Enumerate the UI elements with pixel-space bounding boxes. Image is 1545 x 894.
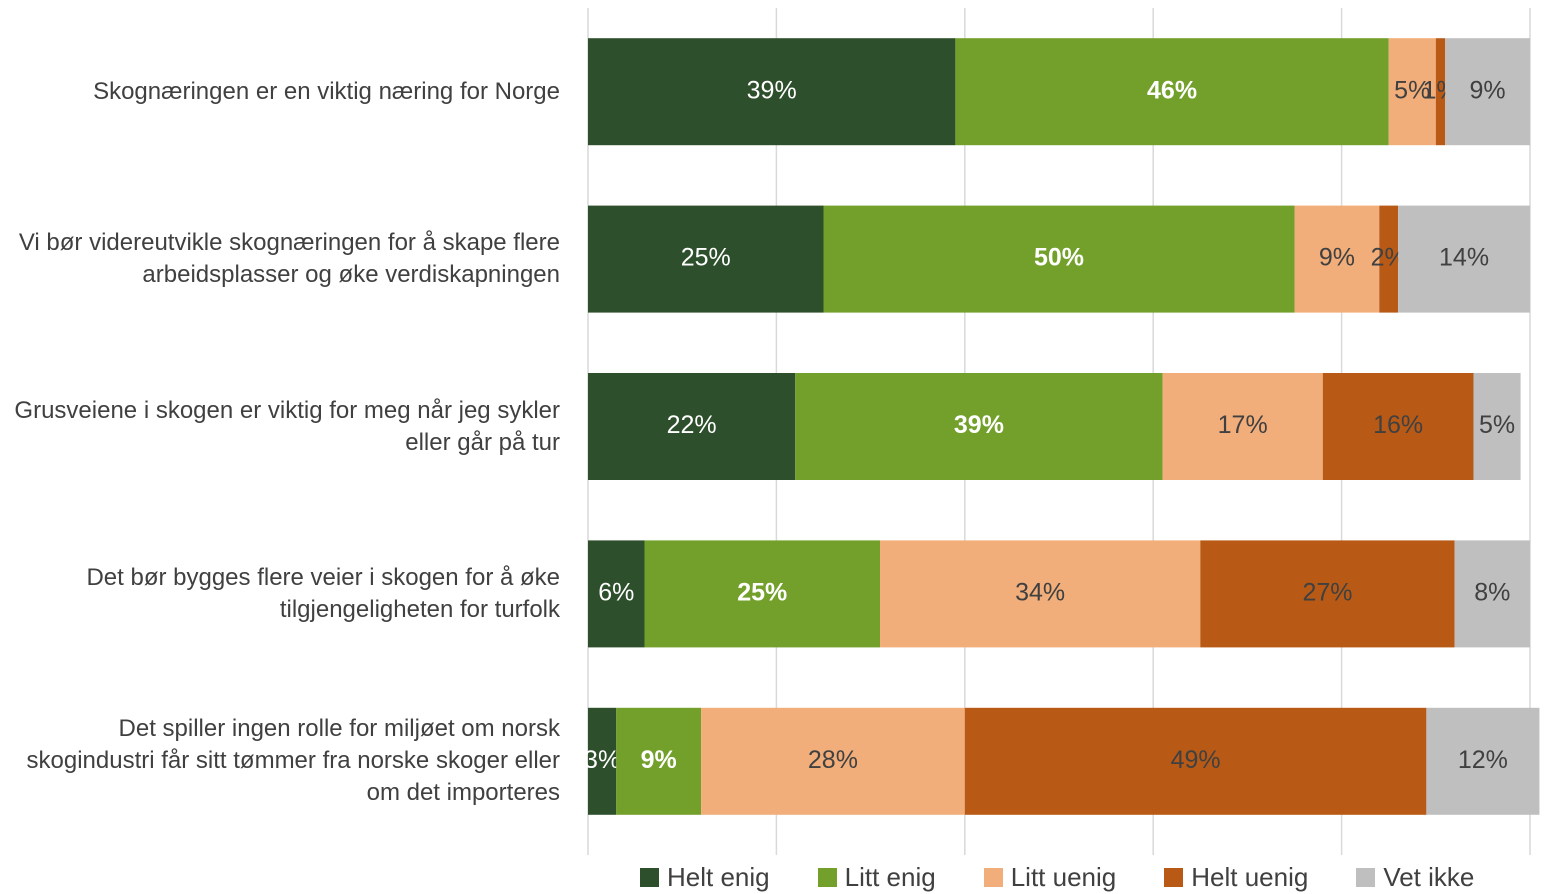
value-label: 6% <box>598 579 634 607</box>
value-label: 8% <box>1474 579 1510 607</box>
bar-segment <box>1398 205 1530 313</box>
bar-segment <box>588 373 796 480</box>
bar-segment <box>616 707 702 815</box>
bar-segment <box>1435 38 1446 146</box>
value-label: 25% <box>681 244 731 272</box>
legend-swatch <box>640 868 659 887</box>
legend-label: Helt enig <box>667 862 770 892</box>
bar-segment <box>823 205 1295 313</box>
category-label: Skognæringen er en viktig næring for Nor… <box>93 77 560 105</box>
legend-label: Helt uenig <box>1191 862 1309 892</box>
category-label: Det bør bygges flere veier i skogen for … <box>86 563 560 623</box>
bar-segment <box>1454 540 1530 648</box>
bar-segment <box>880 540 1201 648</box>
value-label: 9% <box>1470 76 1506 104</box>
value-label: 5% <box>1394 76 1430 104</box>
value-label: 50% <box>1034 244 1084 272</box>
bar-segment <box>588 707 617 815</box>
value-label: 14% <box>1439 244 1489 272</box>
value-label: 49% <box>1171 746 1221 774</box>
legend-label: Litt enig <box>844 862 936 892</box>
legend-swatch <box>983 868 1003 887</box>
bar-segment <box>1426 707 1540 815</box>
legend-item: Vet ikke <box>1356 862 1474 893</box>
legend-item: Litt enig <box>817 862 936 893</box>
value-label: 12% <box>1458 746 1508 774</box>
legend-label: Litt uenig <box>1010 862 1117 892</box>
value-label: 39% <box>954 411 1004 439</box>
category-label: Det spiller ingen rolle for miljøet om n… <box>26 715 561 807</box>
bar-segment <box>1294 205 1380 313</box>
legend-swatch <box>817 868 837 887</box>
bar-segment <box>1388 38 1436 146</box>
legend: Helt enig Litt enig Litt uenig Helt uenig Ve… <box>640 862 1474 893</box>
bar-segment <box>1162 373 1323 480</box>
legend-label: Vet ikke <box>1383 862 1475 892</box>
value-label: 27% <box>1302 579 1352 607</box>
bar-segment <box>588 205 824 313</box>
bar-segment <box>644 540 881 648</box>
value-label: 5% <box>1479 411 1515 439</box>
bar-segment <box>1445 38 1530 146</box>
value-label: 46% <box>1147 76 1197 104</box>
legend-swatch <box>1164 868 1184 887</box>
value-label: 34% <box>1015 579 1065 607</box>
value-label: 9% <box>1319 244 1355 272</box>
bar-segment <box>1200 540 1455 648</box>
value-label: 17% <box>1218 411 1268 439</box>
bar-segment <box>795 373 1163 480</box>
legend-swatch <box>1356 868 1376 887</box>
value-label: 28% <box>808 746 858 774</box>
value-label: 3% <box>584 746 620 774</box>
legend-item: Helt uenig <box>1164 862 1308 893</box>
bar-segment <box>588 38 956 146</box>
value-label: 16% <box>1373 411 1423 439</box>
value-label: 25% <box>737 579 787 607</box>
legend-item: Helt enig <box>640 862 770 893</box>
bar-segment <box>588 540 645 648</box>
bar-segment <box>701 707 965 815</box>
value-label: 9% <box>641 746 677 774</box>
value-label: 22% <box>667 411 717 439</box>
category-label: Vi bør videreutvikle skognæringen for å … <box>18 229 560 289</box>
bar-segment <box>955 38 1389 146</box>
category-label: Grusveiene i skogen er viktig for meg nå… <box>14 396 560 456</box>
legend-item: Litt uenig <box>983 862 1117 893</box>
bar-segment <box>1322 373 1474 480</box>
value-label: 39% <box>747 76 797 104</box>
bar-segment <box>1379 205 1399 313</box>
bar-segment <box>1473 373 1521 480</box>
bar-segment <box>964 707 1427 815</box>
